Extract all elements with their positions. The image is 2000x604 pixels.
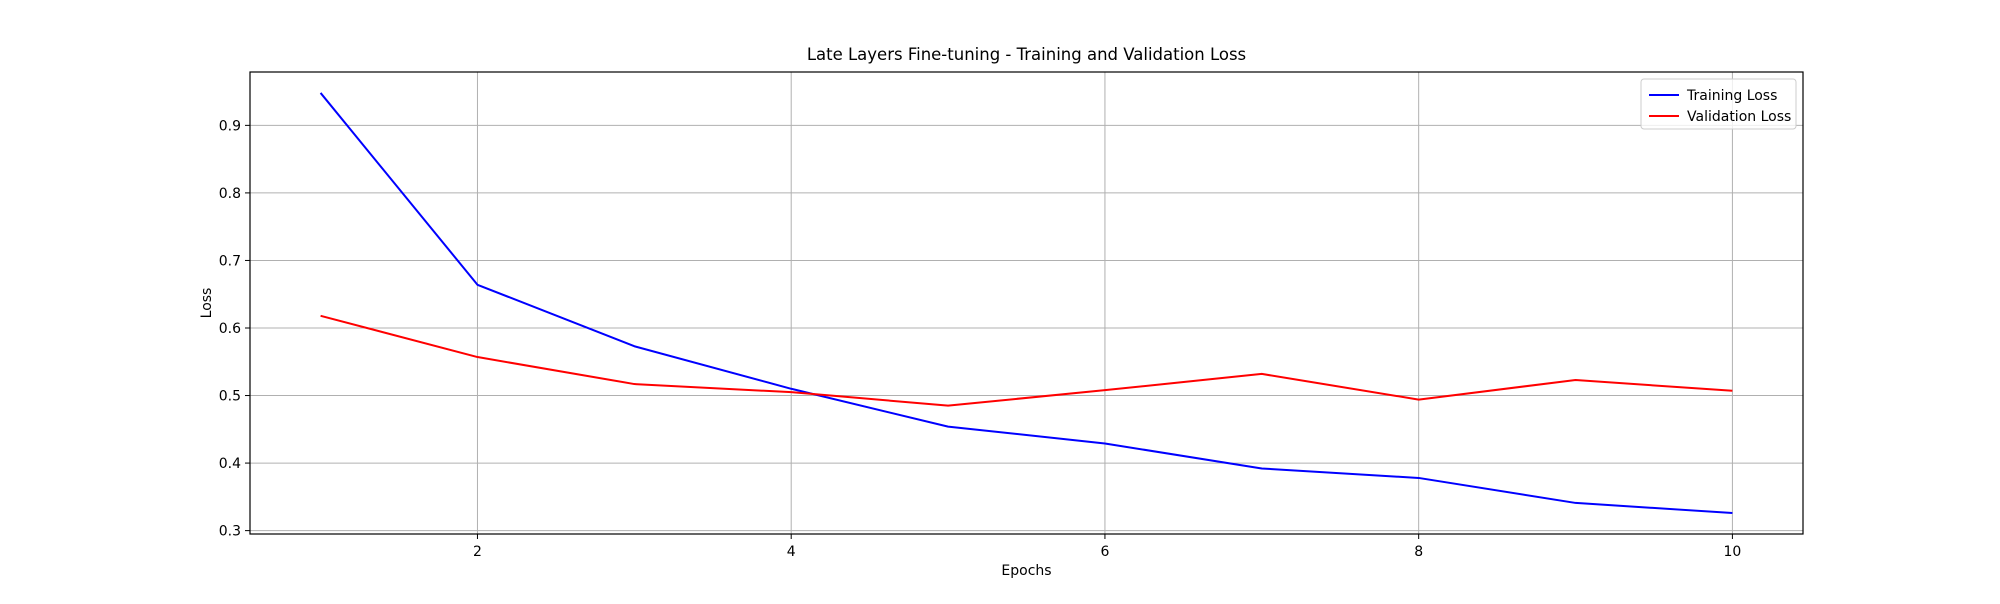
series-line-validation-loss: [320, 314, 1733, 407]
x-tick-label: 8: [1414, 544, 1423, 560]
y-axis-title: Loss: [199, 288, 215, 319]
grid: [250, 72, 1803, 534]
series-line-training-loss: [319, 92, 1733, 515]
legend-label-training-loss: Training Loss: [1686, 88, 1777, 104]
x-tick-label: 4: [787, 544, 796, 560]
series-lines: [319, 92, 1733, 515]
plot-area-frame: [249, 71, 1804, 535]
x-axis-title: Epochs: [1001, 563, 1051, 579]
y-tick-label: 0.8: [219, 186, 241, 202]
y-tick-label: 0.9: [219, 118, 241, 134]
x-tick-label: 10: [1723, 544, 1741, 560]
y-tick-label: 0.4: [219, 456, 241, 472]
y-tick-label: 0.3: [219, 524, 241, 540]
legend-label-validation-loss: Validation Loss: [1687, 109, 1791, 125]
x-tick-label: 2: [473, 544, 482, 560]
legend-box: [1640, 78, 1797, 130]
x-tick-label: 6: [1100, 544, 1109, 560]
axis-ticks: 2 4 6 8 10 0.3 0.4 0.5 0.6 0.7 0.8 0.9: [219, 118, 1742, 560]
y-tick-label: 0.5: [219, 389, 241, 405]
y-tick-label: 0.6: [219, 321, 241, 337]
chart-title: Late Layers Fine-tuning - Training and V…: [807, 45, 1246, 64]
y-tick-label: 0.7: [219, 253, 241, 269]
legend: Training Loss Validation Loss: [1640, 78, 1797, 130]
